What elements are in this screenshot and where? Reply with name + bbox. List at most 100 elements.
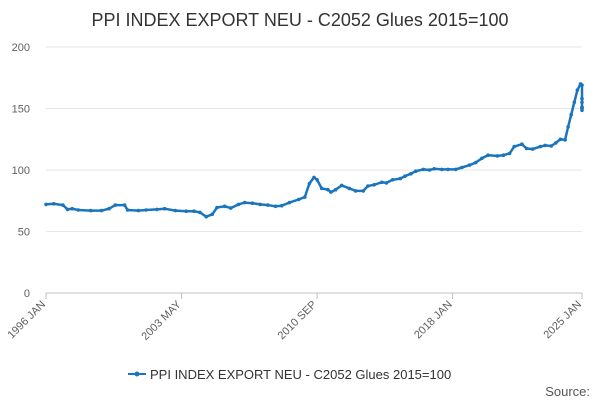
- data-point: [580, 108, 584, 113]
- data-point: [512, 144, 516, 149]
- data-point: [242, 200, 247, 205]
- data-point: [204, 214, 208, 219]
- data-point: [413, 169, 418, 173]
- data-point: [61, 203, 65, 207]
- x-tick-label: 1996 JAN: [5, 299, 48, 342]
- data-point: [315, 178, 319, 182]
- data-point: [580, 96, 584, 101]
- data-point: [538, 144, 543, 149]
- data-point: [99, 208, 104, 213]
- series-layer: [44, 82, 584, 219]
- data-point: [460, 165, 464, 170]
- data-point: [122, 203, 127, 207]
- data-point: [501, 153, 506, 157]
- data-point: [507, 151, 512, 156]
- data-point: [366, 184, 370, 188]
- data-point: [144, 208, 148, 212]
- data-point: [113, 203, 118, 207]
- data-point: [222, 204, 227, 209]
- data-point: [432, 167, 436, 171]
- chart-title: PPI INDEX EXPORT NEU - C2052 Glues 2015=…: [91, 10, 508, 30]
- data-point: [558, 137, 563, 142]
- data-point: [543, 143, 547, 148]
- data-point: [403, 174, 407, 178]
- data-point: [427, 168, 432, 172]
- y-tick-label: 100: [12, 165, 30, 177]
- data-point: [530, 147, 535, 151]
- legend[interactable]: PPI INDEX EXPORT NEU - C2052 Glues 2015=…: [128, 367, 451, 382]
- data-point: [333, 187, 338, 192]
- data-point: [329, 190, 333, 194]
- legend-label: PPI INDEX EXPORT NEU - C2052 Glues 2015=…: [150, 367, 451, 382]
- data-point: [279, 203, 284, 208]
- data-point: [549, 144, 553, 148]
- data-point: [184, 209, 188, 213]
- x-tick-label: 2025 JAN: [541, 299, 584, 342]
- x-axis: 1996 JAN 2003 MAY 2010 SEP 2018 JAN 2025 JAN: [5, 293, 584, 343]
- y-tick-label: 0: [24, 288, 30, 300]
- data-point: [486, 153, 490, 157]
- data-point: [273, 204, 278, 209]
- data-point: [524, 146, 529, 151]
- data-point: [88, 208, 93, 213]
- data-point: [173, 208, 178, 213]
- data-point: [307, 181, 312, 186]
- data-point: [380, 180, 384, 185]
- data-point: [303, 195, 307, 199]
- data-point: [229, 206, 233, 210]
- data-point: [65, 207, 70, 212]
- data-point: [580, 105, 584, 110]
- legend-marker: [134, 371, 140, 377]
- data-point: [480, 156, 484, 161]
- data-point: [580, 100, 584, 105]
- data-point: [312, 175, 316, 180]
- y-tick-label: 200: [12, 42, 30, 54]
- x-tick-label: 2018 JAN: [412, 299, 455, 342]
- data-point: [575, 88, 580, 92]
- x-tick-label: 2010 SEP: [276, 299, 320, 343]
- data-point: [319, 186, 324, 191]
- data-point: [495, 154, 500, 158]
- data-point: [390, 178, 395, 182]
- data-point: [70, 206, 74, 211]
- data-point: [398, 176, 403, 181]
- data-point: [384, 181, 389, 185]
- data-point: [236, 202, 241, 207]
- data-point: [372, 183, 376, 187]
- data-point: [250, 201, 255, 205]
- data-point: [554, 141, 558, 145]
- data-point: [572, 100, 577, 105]
- data-point: [339, 183, 344, 188]
- data-point: [44, 202, 48, 207]
- data-point: [421, 167, 426, 172]
- data-point: [347, 186, 352, 191]
- data-point: [136, 208, 141, 213]
- data-point: [446, 167, 450, 172]
- data-point: [51, 202, 56, 206]
- data-point: [296, 197, 301, 202]
- data-point: [440, 167, 444, 172]
- gridlines: [46, 46, 582, 294]
- data-point: [258, 202, 262, 207]
- data-point: [210, 212, 215, 217]
- data-point: [473, 160, 478, 165]
- data-point: [266, 203, 270, 207]
- data-point: [569, 112, 573, 117]
- data-point: [215, 205, 219, 210]
- y-tick-label: 50: [18, 227, 30, 239]
- data-point: [198, 210, 202, 215]
- data-point: [155, 207, 159, 212]
- data-point: [353, 189, 358, 193]
- data-point: [192, 209, 196, 213]
- data-point: [107, 206, 111, 211]
- data-point: [287, 200, 292, 205]
- data-point: [326, 187, 330, 192]
- data-point: [125, 208, 130, 212]
- data-point: [409, 171, 413, 176]
- x-tick-label: 2003 MAY: [139, 298, 184, 343]
- data-point: [162, 206, 167, 211]
- data-point: [361, 189, 366, 193]
- source-label: Source:: [545, 384, 590, 399]
